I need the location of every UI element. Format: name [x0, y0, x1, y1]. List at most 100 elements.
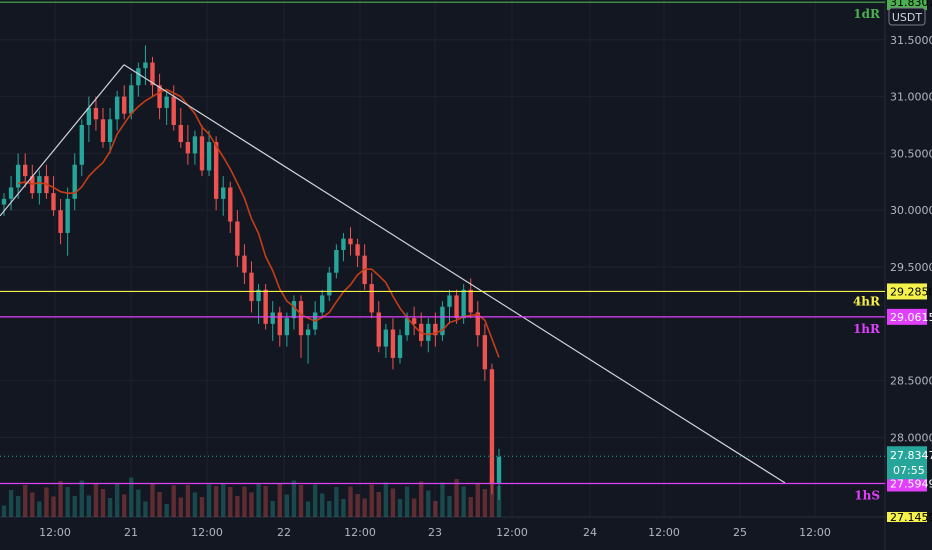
candle-body[interactable] — [426, 323, 431, 341]
volume-bar — [221, 484, 226, 517]
volume-bar — [496, 486, 502, 517]
candle-body[interactable] — [100, 119, 106, 143]
level-label-1hS: 1hS — [854, 488, 880, 502]
candle-body[interactable] — [164, 96, 169, 108]
candle-body[interactable] — [383, 329, 389, 347]
candle-body[interactable] — [235, 221, 240, 256]
volume-bar — [291, 480, 297, 517]
volume-bar — [178, 497, 183, 517]
candle-body[interactable] — [461, 289, 466, 319]
last-price-value: 27.8347 — [890, 449, 932, 462]
candle-body[interactable] — [277, 312, 282, 336]
candle-body[interactable] — [440, 306, 445, 336]
candle-body[interactable] — [320, 295, 325, 313]
candle-body[interactable] — [447, 295, 452, 307]
volume-bar — [383, 482, 389, 517]
candle-body[interactable] — [390, 329, 396, 358]
price-tag-4hR — [887, 283, 927, 300]
bottom-price-tag — [887, 512, 927, 522]
candle-body[interactable] — [228, 187, 233, 222]
candle-body[interactable] — [23, 164, 28, 177]
candle-body[interactable] — [150, 62, 155, 86]
candle-body[interactable] — [256, 289, 261, 302]
candle-body[interactable] — [15, 164, 21, 188]
candle-body[interactable] — [291, 301, 297, 319]
volume-bar — [440, 482, 445, 517]
volume-bar — [100, 489, 106, 517]
candle-body[interactable] — [397, 335, 403, 358]
y-tick-label: 31.0000 — [890, 91, 932, 104]
x-tick-label: 25 — [733, 526, 747, 539]
candle-body[interactable] — [65, 198, 70, 233]
candle-body[interactable] — [341, 238, 346, 250]
volume-bar — [143, 501, 148, 517]
candle-body[interactable] — [51, 193, 56, 211]
candle-body[interactable] — [122, 96, 127, 114]
volume-bar — [107, 498, 113, 517]
candle-body[interactable] — [355, 244, 360, 256]
currency-label: USDT — [892, 11, 923, 24]
volume-bar — [164, 504, 169, 517]
candle-body[interactable] — [136, 68, 141, 86]
candle-body[interactable] — [249, 272, 254, 302]
candle-body[interactable] — [171, 96, 176, 125]
candle-body[interactable] — [263, 289, 268, 324]
candle-body[interactable] — [489, 369, 495, 483]
candle-body[interactable] — [334, 249, 339, 273]
candle-body[interactable] — [411, 318, 417, 324]
currency-button[interactable]: USDT — [888, 7, 926, 26]
candle-body[interactable] — [37, 176, 42, 194]
candle-body[interactable] — [1, 198, 7, 205]
volume-bar — [369, 484, 374, 517]
candle-body[interactable] — [8, 187, 14, 199]
candle-body[interactable] — [206, 142, 212, 171]
volume-bar — [185, 485, 191, 517]
candles[interactable] — [1, 45, 502, 500]
candle-body[interactable] — [496, 456, 502, 483]
candle-body[interactable] — [270, 312, 275, 324]
candle-body[interactable] — [93, 107, 99, 120]
candle-body[interactable] — [305, 329, 311, 336]
candle-body[interactable] — [454, 295, 459, 319]
candle-body[interactable] — [284, 318, 290, 336]
candle-body[interactable] — [298, 301, 304, 336]
price-tag-1hR — [887, 308, 927, 325]
candle-body[interactable] — [475, 312, 480, 336]
candle-body[interactable] — [348, 238, 353, 245]
candle-body[interactable] — [178, 124, 183, 143]
candle-body[interactable] — [192, 136, 198, 154]
y-tick-label: 28.5000 — [890, 375, 932, 388]
candle-body[interactable] — [404, 318, 410, 336]
candle-body[interactable] — [143, 62, 148, 69]
volume-bar — [461, 486, 466, 517]
candle-body[interactable] — [468, 289, 473, 313]
candle-body[interactable] — [107, 119, 113, 143]
candle-body[interactable] — [129, 85, 134, 114]
volume-bar — [426, 490, 431, 517]
candle-body[interactable] — [242, 255, 247, 273]
x-tick-label: 12:00 — [39, 526, 71, 539]
candle-body[interactable] — [58, 210, 63, 233]
candle-body[interactable] — [327, 272, 332, 296]
candle-body[interactable] — [157, 85, 162, 108]
candle-body[interactable] — [433, 323, 438, 336]
x-tick-label: 24 — [583, 526, 597, 539]
candle-body[interactable] — [213, 142, 219, 199]
candle-body[interactable] — [79, 124, 84, 165]
candle-body[interactable] — [72, 164, 77, 199]
volume-bar — [390, 488, 396, 517]
candle-body[interactable] — [114, 96, 120, 120]
candle-body[interactable] — [199, 136, 205, 171]
candle-body[interactable] — [221, 187, 226, 199]
level-label-1dR: 1dR — [853, 7, 881, 21]
candle-body[interactable] — [185, 142, 191, 154]
y-tick-label: 30.0000 — [890, 204, 932, 217]
bottom-price-tag-text: 27.1459 — [890, 511, 932, 524]
volume-bar — [228, 487, 233, 517]
candle-body[interactable] — [376, 312, 381, 347]
candle-body[interactable] — [369, 284, 374, 313]
volume-bar — [256, 483, 261, 517]
candle-body[interactable] — [482, 335, 488, 370]
candle-body[interactable] — [86, 107, 92, 125]
